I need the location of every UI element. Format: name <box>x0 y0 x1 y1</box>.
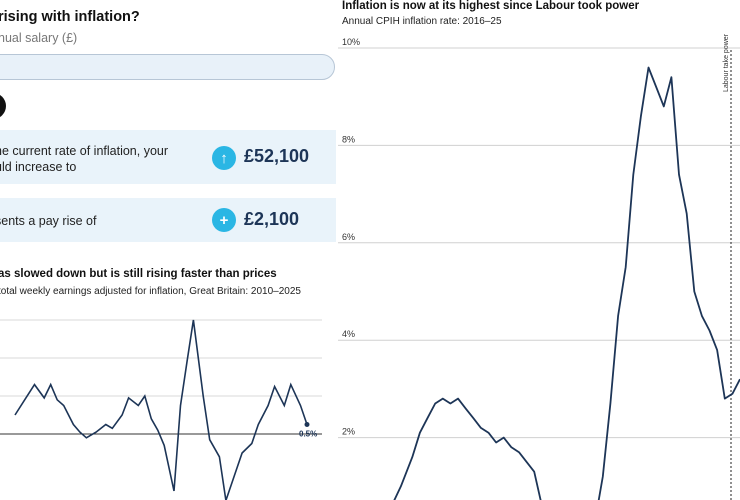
y-tick-label: 8% <box>342 134 355 144</box>
chart1-title: as slowed down but is still rising faste… <box>0 268 277 280</box>
calculate-button[interactable] <box>0 93 6 119</box>
earnings-chart: 0.5% <box>0 319 322 500</box>
result-text-line1: he current rate of inflation, your <box>0 144 169 158</box>
calculator-question: rising with inflation? <box>0 9 140 25</box>
result-text: he current rate of inflation, your uld i… <box>0 143 185 175</box>
chart2-subtitle: Annual CPIH inflation rate: 2016–25 <box>342 16 502 27</box>
new-salary-value: £52,100 <box>244 146 310 166</box>
labour-power-annotation: Labour take power <box>723 33 730 92</box>
inflation-chart: 10% 8% 6% 4% 2% Labour take power <box>338 33 740 500</box>
y-tick-label: 2% <box>342 427 355 437</box>
end-point <box>304 422 310 427</box>
y-tick-label: 10% <box>342 37 360 47</box>
plus-icon: + <box>212 208 236 232</box>
pay-rise-value: £2,100 <box>244 209 300 229</box>
end-label: 0.5% <box>299 430 317 439</box>
result-card-salary: he current rate of inflation, your uld i… <box>0 130 336 184</box>
y-tick-label: 6% <box>342 232 355 242</box>
pay-calculator-panel: rising with inflation? nual salary (£) h… <box>0 0 338 500</box>
salary-label: nual salary (£) <box>0 31 78 45</box>
result-text-line2: uld increase to <box>0 160 77 174</box>
series-line <box>393 66 740 500</box>
arrow-up-icon: ↑ <box>212 146 236 170</box>
chart2-title: Inflation is now at its highest since La… <box>342 0 640 12</box>
result-card-pay-rise: sents a pay rise of + £2,100 <box>0 198 336 242</box>
series-line <box>14 319 308 500</box>
inflation-chart-panel: Inflation is now at its highest since La… <box>338 0 740 500</box>
chart1-subtitle: total weekly earnings adjusted for infla… <box>0 286 301 297</box>
pay-rise-text: sents a pay rise of <box>0 214 97 228</box>
y-tick-label: 4% <box>342 329 355 339</box>
salary-input[interactable] <box>0 54 335 80</box>
